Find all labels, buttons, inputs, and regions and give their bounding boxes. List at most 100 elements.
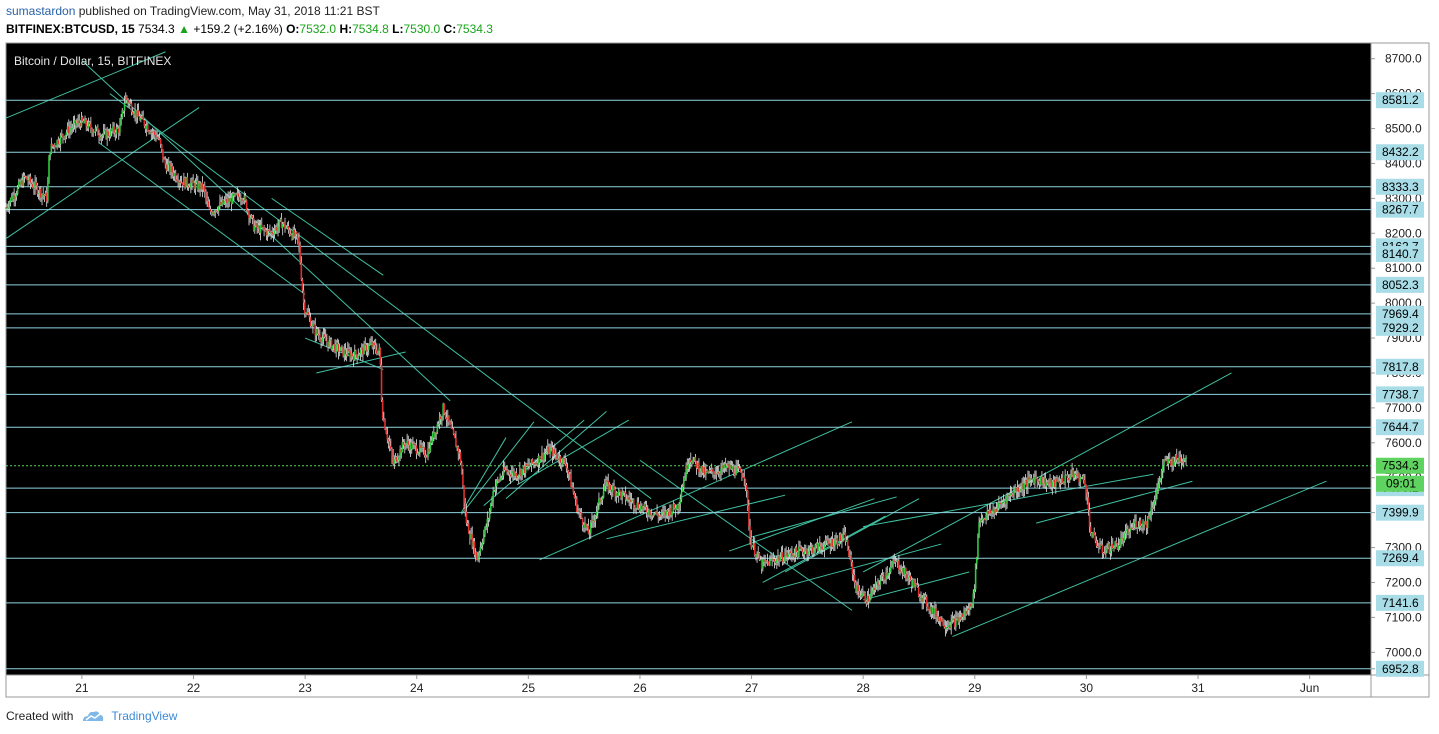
trendline[interactable] <box>460 421 535 515</box>
author-link[interactable]: sumastardon <box>6 4 76 18</box>
level-price-label: 8581.2 <box>1382 93 1419 107</box>
candle-body <box>283 222 285 225</box>
trendline[interactable] <box>862 372 1232 573</box>
level-price-label: 6952.8 <box>1382 662 1419 676</box>
candle-body <box>486 518 489 527</box>
candle-body <box>384 419 386 430</box>
trendline[interactable] <box>516 419 630 486</box>
trendline[interactable] <box>98 142 306 295</box>
candle-body <box>730 465 733 470</box>
candle-body <box>378 348 380 351</box>
candle-body <box>424 455 427 457</box>
candle-body <box>626 499 628 501</box>
candle-body <box>858 591 861 596</box>
candle-body <box>1180 461 1183 463</box>
trendline[interactable] <box>316 351 406 374</box>
level-price-label: 8052.3 <box>1382 278 1419 292</box>
candle-body <box>646 512 649 515</box>
candle-body <box>1008 494 1011 496</box>
trendline[interactable] <box>606 494 786 540</box>
candle-body <box>880 575 883 581</box>
candle-body <box>652 513 655 517</box>
candle-body <box>824 539 827 545</box>
trendline[interactable] <box>952 480 1327 638</box>
candle-body <box>1072 470 1075 478</box>
candle-body <box>979 519 982 523</box>
candle-body <box>828 543 830 545</box>
candle-body <box>1106 548 1108 551</box>
candle-body <box>58 144 61 146</box>
trendline[interactable] <box>5 107 200 239</box>
candle-body <box>1168 458 1171 461</box>
candle-body <box>724 463 727 468</box>
trendline[interactable] <box>460 437 507 513</box>
candle-body <box>287 225 290 230</box>
candle-body <box>399 449 401 458</box>
candle-body <box>281 224 284 228</box>
level-price-label: 7929.2 <box>1382 321 1419 335</box>
candle-body <box>829 543 832 547</box>
candle-body <box>1027 477 1029 487</box>
candle-body <box>570 473 572 487</box>
candle-body <box>770 558 772 560</box>
candle-body <box>543 454 546 460</box>
candle-body <box>1091 533 1093 538</box>
trendline[interactable] <box>773 543 942 590</box>
trendline[interactable] <box>5 51 166 119</box>
candle-body <box>117 128 120 133</box>
candle-body <box>586 525 589 528</box>
candle-body <box>87 122 90 129</box>
level-price-label: 7817.8 <box>1382 360 1419 374</box>
candle-body <box>49 153 51 157</box>
candle-body <box>36 185 39 195</box>
low-value: 7530.0 <box>403 22 441 36</box>
time-tick-label: 24 <box>410 681 424 695</box>
tradingview-link[interactable]: TradingView <box>111 709 178 723</box>
candle-body <box>305 313 307 315</box>
candle-body <box>650 515 653 517</box>
trendline[interactable] <box>109 93 652 500</box>
candle-body <box>272 233 275 235</box>
candle-body <box>996 507 999 512</box>
candle-body <box>986 510 989 515</box>
candle-body <box>1085 484 1087 494</box>
candle-body <box>426 456 428 458</box>
candle-body <box>243 195 246 201</box>
candle-body <box>772 558 775 561</box>
trendline[interactable] <box>751 496 897 538</box>
candle-body <box>430 440 433 443</box>
candle-body <box>817 543 820 552</box>
candle-body <box>44 192 47 196</box>
candle-body <box>417 452 420 454</box>
candle-body <box>749 526 751 538</box>
chart-plot-area[interactable] <box>6 43 1371 675</box>
candle-body <box>887 573 890 576</box>
candle-body <box>1067 477 1070 481</box>
candle-body <box>238 196 241 201</box>
time-axis[interactable] <box>6 675 1371 697</box>
candle-body <box>1049 479 1051 484</box>
candle-body <box>348 349 350 352</box>
candle-body <box>975 557 978 565</box>
candle-body <box>1129 527 1132 532</box>
candle-body <box>216 211 219 213</box>
candle-body <box>964 610 966 614</box>
candle-body <box>250 215 253 218</box>
candle-body <box>955 617 957 627</box>
candle-body <box>546 446 549 453</box>
candle-body <box>256 222 258 228</box>
candle-body <box>1041 476 1043 485</box>
candle-body <box>1120 537 1122 546</box>
trendline[interactable] <box>539 421 853 561</box>
candle-body <box>962 613 964 617</box>
candle-body <box>405 443 407 447</box>
candle-body <box>208 206 211 210</box>
trendline[interactable] <box>639 459 853 611</box>
trendline[interactable] <box>863 571 970 601</box>
trendline[interactable] <box>271 197 384 276</box>
candle-body <box>781 552 784 562</box>
trendline[interactable] <box>863 473 1154 528</box>
candle-body <box>209 209 212 212</box>
candle-body <box>280 219 283 228</box>
